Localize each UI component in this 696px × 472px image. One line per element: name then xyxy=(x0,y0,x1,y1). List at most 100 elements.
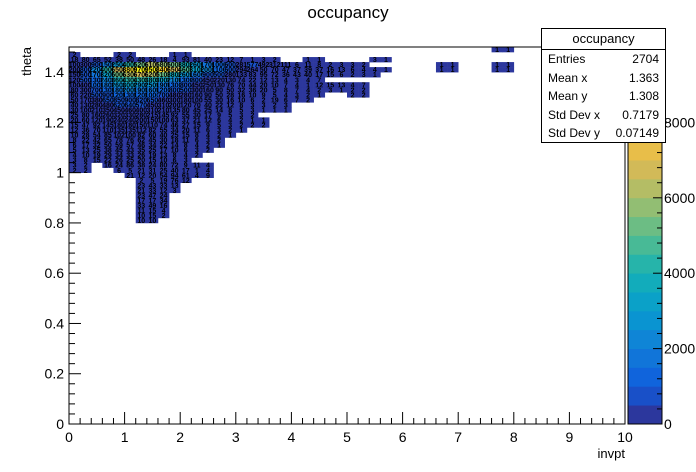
heatmap-cell xyxy=(191,152,203,158)
heatmap-cell xyxy=(157,77,170,83)
heatmap-cell xyxy=(157,157,170,163)
x-tick-label: 10 xyxy=(617,429,633,445)
cell-label: 260 xyxy=(102,112,114,119)
cell-label: 10 xyxy=(137,218,145,225)
cell-label: 570 xyxy=(135,102,147,109)
cell-label: 2 xyxy=(351,92,355,99)
heatmap-cell xyxy=(269,102,281,108)
heatmap-cell xyxy=(302,82,314,88)
cell-label: 81 xyxy=(193,57,201,64)
heatmap-cell xyxy=(169,117,181,123)
heatmap-cell xyxy=(91,127,103,133)
cell-label: 264 xyxy=(247,67,259,74)
heatmap-cell xyxy=(124,87,137,93)
heatmap-cell xyxy=(102,97,114,103)
cell-label: 5000 xyxy=(167,62,183,69)
heatmap-cell xyxy=(102,102,114,108)
heatmap-cell xyxy=(302,87,314,93)
heatmap-cell xyxy=(213,87,225,93)
heatmap-cell xyxy=(313,77,326,83)
cell-label: 5 xyxy=(73,148,77,155)
heatmap-cell xyxy=(80,142,92,148)
cell-label: 4 xyxy=(206,168,210,175)
heatmap-cell xyxy=(124,52,137,58)
cell-label: 112 xyxy=(136,128,147,135)
heatmap-cell xyxy=(69,127,81,133)
heatmap-cell xyxy=(324,87,337,93)
heatmap-cell xyxy=(91,92,103,98)
cell-label: 220 xyxy=(80,92,92,99)
heatmap-cell xyxy=(113,92,125,98)
cell-label: 5 xyxy=(228,112,232,119)
heatmap-cell xyxy=(435,67,448,73)
cell-label: 2 xyxy=(317,87,321,94)
heatmap-cell xyxy=(213,67,225,73)
heatmap-cell xyxy=(102,117,114,123)
cell-label: 1 xyxy=(217,143,221,150)
cell-label: 2400 xyxy=(100,77,116,84)
cell-label: 150 xyxy=(147,117,159,124)
heatmap-cell xyxy=(335,72,348,78)
heatmap-cell xyxy=(224,122,237,128)
heatmap-cell xyxy=(291,82,303,88)
cell-label: 6700 xyxy=(133,72,149,79)
cell-label: 6 xyxy=(173,158,177,165)
heatmap-cell xyxy=(313,92,326,98)
cell-label: 11 xyxy=(304,62,312,69)
cell-label: 17 xyxy=(137,198,145,205)
heatmap-cell xyxy=(146,107,159,113)
cell-label: 4 xyxy=(184,153,188,160)
heatmap-cell xyxy=(202,147,214,153)
heatmap-cell xyxy=(369,72,381,78)
cell-label: 1 xyxy=(384,57,388,64)
heatmap-cell xyxy=(280,92,292,98)
heatmap-cell xyxy=(135,162,148,168)
heatmap-cell xyxy=(146,102,159,108)
cell-label: 2 xyxy=(228,128,232,135)
colorbar-tick-label: 6000 xyxy=(664,190,695,206)
cell-label: 37 xyxy=(293,67,301,74)
colorbar-step xyxy=(628,235,662,255)
cell-label: 19 xyxy=(271,97,279,104)
cell-label: 18 xyxy=(71,57,79,64)
heatmap-cell xyxy=(224,97,237,103)
cell-label: 50 xyxy=(126,57,134,64)
cell-label: 4 xyxy=(373,67,377,74)
heatmap-cell xyxy=(146,62,159,68)
heatmap-cell xyxy=(202,122,214,128)
heatmap-cell xyxy=(202,92,214,98)
cell-label: 3 xyxy=(295,77,299,84)
heatmap-cell xyxy=(169,107,181,113)
heatmap-cell xyxy=(313,57,326,63)
cell-label: 300 xyxy=(80,62,92,69)
heatmap-cell xyxy=(202,137,214,143)
heatmap-cell xyxy=(235,102,248,108)
cell-label: 1 xyxy=(239,128,243,135)
cell-label: 1 xyxy=(451,67,455,74)
heatmap-cell xyxy=(113,127,125,133)
colorbar-tick-label: 0 xyxy=(664,416,672,432)
heatmap-cell xyxy=(80,87,92,93)
heatmap-cell xyxy=(80,57,92,63)
heatmap-cell xyxy=(269,57,281,63)
cell-label: 3 xyxy=(217,128,221,135)
heatmap-cell xyxy=(146,207,159,214)
heatmap-cell xyxy=(124,57,137,63)
heatmap-cell xyxy=(358,87,370,93)
heatmap-cell xyxy=(135,172,148,178)
cell-label: 38 xyxy=(137,163,145,170)
cell-label: 34 xyxy=(160,198,168,205)
heatmap-cell xyxy=(491,47,503,53)
heatmap-cell xyxy=(135,97,148,103)
y-axis-title: theta xyxy=(19,46,34,76)
heatmap-cell xyxy=(91,57,103,63)
cell-label: 700 xyxy=(158,92,170,99)
cell-label: 190 xyxy=(102,117,114,124)
heatmap-cell xyxy=(157,152,170,158)
heatmap-cell xyxy=(135,67,148,73)
heatmap-cell xyxy=(191,127,203,133)
cell-label: 210 xyxy=(158,107,170,114)
stat-row-std-y: Std Dev y 0.07149 xyxy=(542,124,665,143)
cell-label: 492 xyxy=(258,62,270,69)
cell-label: 6 xyxy=(284,97,288,104)
